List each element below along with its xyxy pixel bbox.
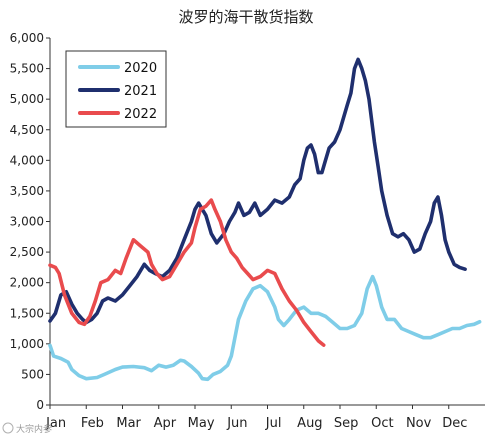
watermark-stamp: 大宗内参 — [2, 422, 52, 435]
x-tick-label: Mar — [116, 416, 141, 431]
chart-title: 波罗的海干散货指数 — [178, 8, 313, 26]
x-tick-label: Sep — [334, 416, 359, 431]
series-line-2020 — [48, 274, 482, 382]
y-tick-label: 5,500 — [10, 62, 44, 76]
x-tick-label: Jun — [226, 416, 247, 431]
y-tick-label: 3,500 — [10, 184, 44, 198]
watermark-text: 大宗内参 — [16, 423, 52, 435]
x-tick-label: Jul — [265, 416, 282, 431]
legend-label-2022: 2022 — [124, 107, 157, 122]
x-tick-label: Dec — [442, 416, 467, 431]
legend-label-2021: 2021 — [124, 84, 157, 99]
y-tick-label: 2,000 — [10, 276, 44, 290]
y-tick-label: 5,000 — [10, 92, 44, 106]
y-tick-label: 2,500 — [10, 245, 44, 259]
x-tick-label: Nov — [406, 416, 432, 431]
series-line-2021 — [48, 57, 467, 325]
y-tick-label: 4,500 — [10, 123, 44, 137]
x-tick-label: May — [188, 416, 215, 431]
y-tick-label: 3,000 — [10, 215, 44, 229]
x-tick-label: Feb — [81, 416, 104, 431]
y-tick-label: 500 — [21, 367, 44, 381]
x-tick-label: Apr — [154, 416, 177, 431]
y-tick-label: 1,500 — [10, 306, 44, 320]
y-tick-label: 0 — [36, 398, 44, 412]
y-tick-label: 4,000 — [10, 153, 44, 167]
watermark-logo-icon — [2, 422, 14, 434]
x-axis-ticks: Jan Feb Mar Apr May Jun Jul Aug Sep Oct Nov Dec — [45, 405, 467, 431]
series-lines — [48, 57, 482, 382]
x-tick-label: Jan — [45, 416, 66, 431]
y-tick-label: 6,000 — [10, 31, 44, 45]
legend-label-2020: 2020 — [124, 61, 157, 76]
x-tick-label: Aug — [297, 416, 322, 431]
y-tick-label: 1,000 — [10, 337, 44, 351]
series-line-2022 — [48, 198, 326, 347]
legend: 2020 2021 2022 — [65, 50, 167, 128]
y-axis-ticks: 0 500 1,000 1,500 2,000 2,500 3,000 3,500 4,000 4… — [10, 31, 50, 412]
x-tick-label: Oct — [371, 416, 393, 431]
